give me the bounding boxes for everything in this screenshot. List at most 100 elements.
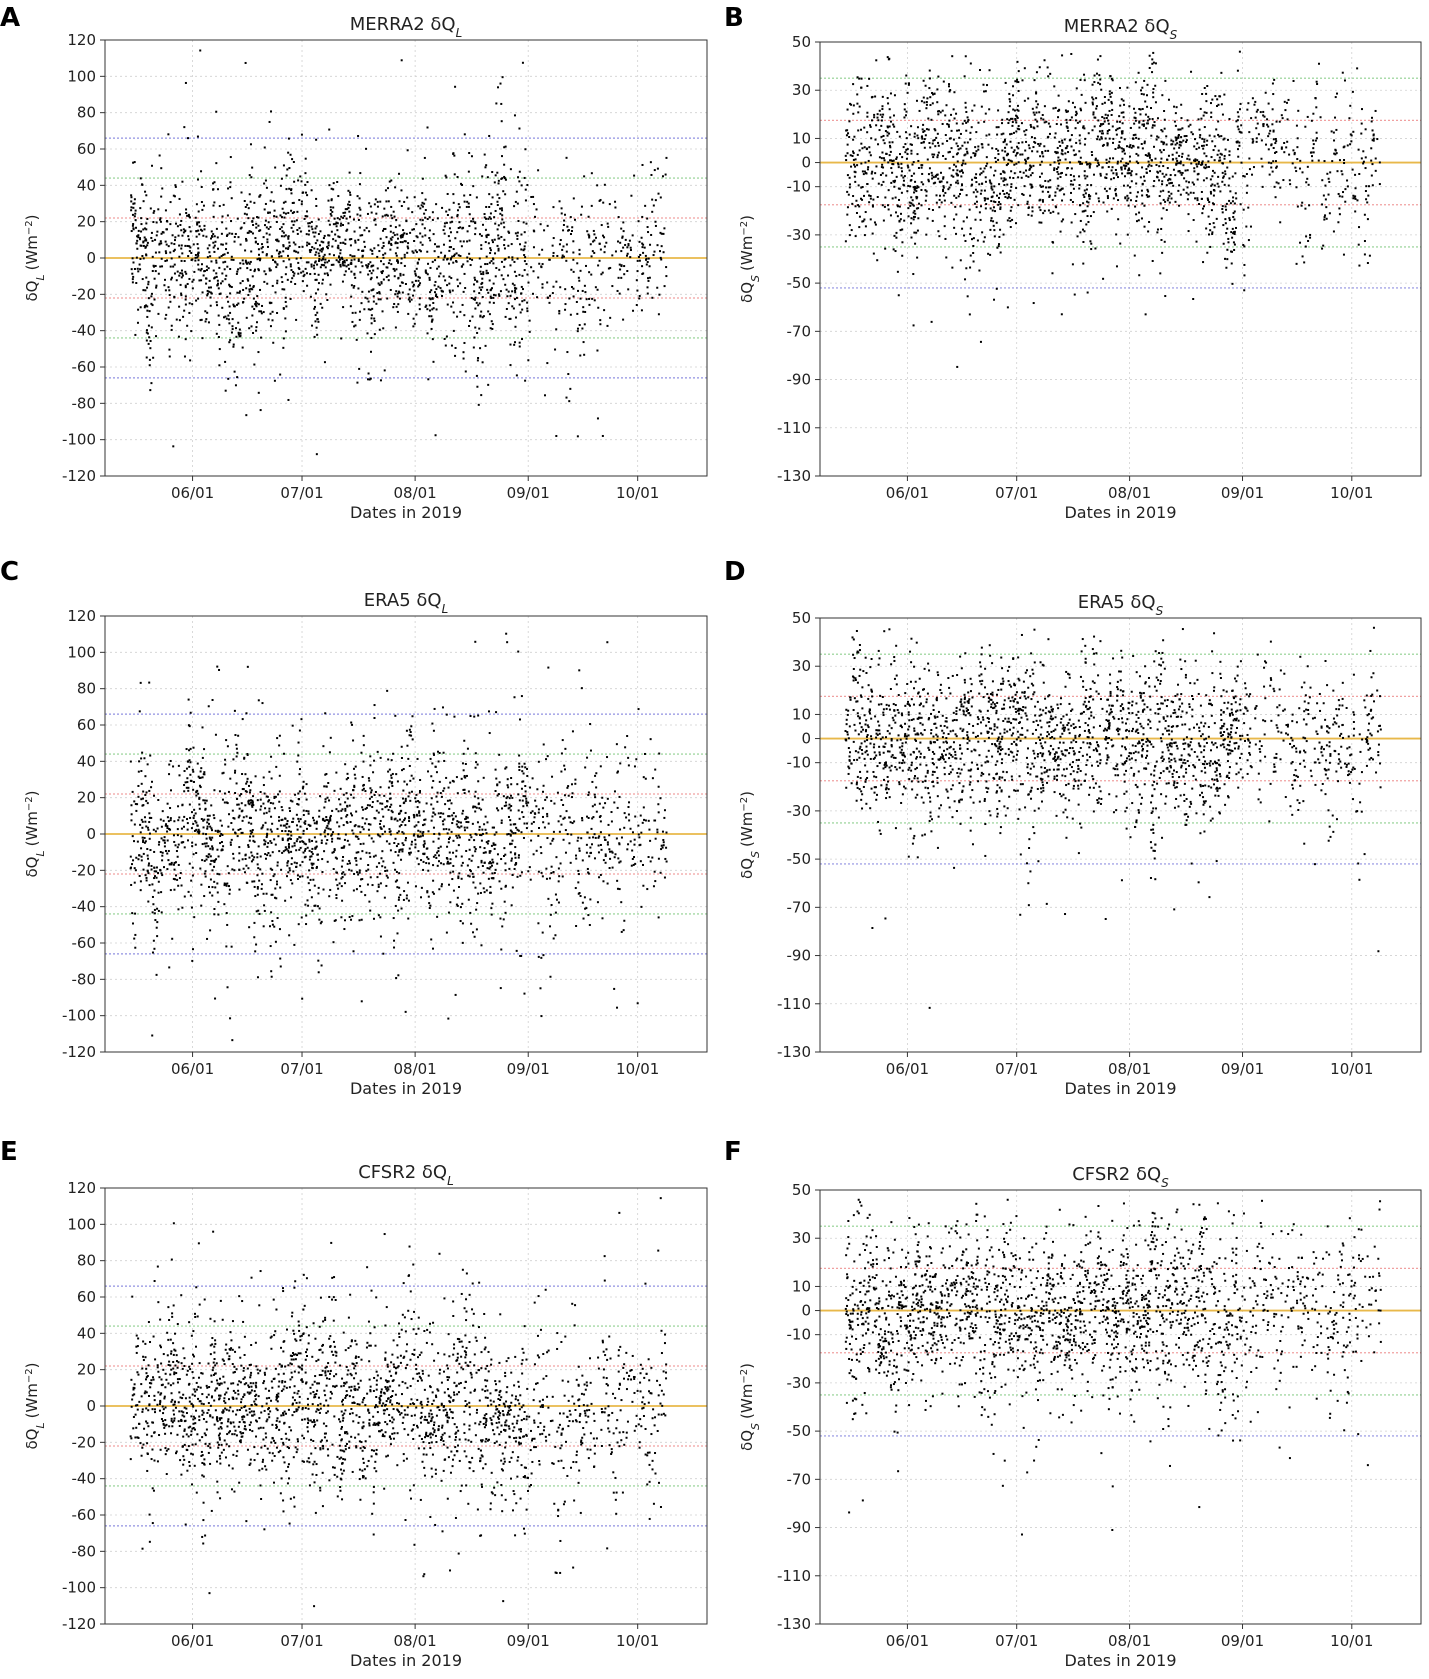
data-point	[994, 160, 997, 163]
data-point	[450, 257, 453, 260]
data-point	[233, 305, 236, 308]
data-point	[214, 829, 217, 832]
data-point	[1221, 180, 1224, 183]
data-point	[920, 141, 923, 144]
data-point	[413, 322, 416, 325]
data-point	[203, 748, 206, 751]
data-point	[990, 182, 993, 185]
data-point	[1142, 93, 1145, 96]
data-point	[972, 251, 975, 254]
data-point	[390, 242, 393, 245]
data-point	[368, 852, 371, 855]
data-point	[532, 203, 535, 206]
data-point	[979, 167, 982, 170]
data-point	[452, 864, 455, 867]
data-point	[342, 216, 345, 219]
chart-title-sub: L	[456, 26, 463, 40]
data-point	[1133, 107, 1136, 110]
data-point	[187, 235, 190, 238]
data-point	[916, 134, 919, 137]
data-point	[209, 304, 212, 307]
data-point	[239, 332, 242, 335]
data-point	[1273, 78, 1276, 81]
data-point	[968, 208, 971, 211]
data-point	[448, 249, 451, 252]
data-point	[495, 102, 498, 105]
data-point	[1059, 230, 1062, 233]
data-point	[1135, 213, 1138, 216]
data-point	[537, 808, 540, 811]
data-point	[664, 173, 667, 176]
data-point	[1169, 174, 1172, 177]
data-point	[209, 825, 212, 828]
data-point	[218, 364, 221, 367]
data-point	[1003, 171, 1006, 174]
data-point	[475, 374, 478, 377]
data-point	[354, 241, 357, 244]
data-point	[883, 159, 886, 162]
data-point	[945, 256, 948, 259]
data-point	[1275, 150, 1278, 153]
data-point	[1039, 163, 1042, 166]
data-point	[936, 173, 939, 176]
data-point	[875, 59, 878, 62]
data-point	[1091, 83, 1094, 86]
data-point	[459, 255, 462, 258]
data-point	[555, 328, 558, 331]
data-point	[435, 308, 438, 311]
data-point	[368, 230, 371, 233]
data-point	[149, 389, 152, 392]
data-point	[376, 255, 379, 258]
data-point	[1115, 172, 1118, 175]
data-point	[1120, 136, 1123, 139]
data-point	[1177, 135, 1180, 138]
data-point	[229, 268, 232, 271]
data-point	[1194, 197, 1197, 200]
data-point	[958, 170, 961, 173]
data-point	[514, 291, 517, 294]
data-point	[1227, 184, 1230, 187]
data-point	[1004, 81, 1007, 84]
data-point	[406, 251, 409, 254]
data-point	[1305, 235, 1308, 238]
data-point	[971, 178, 974, 181]
data-point	[632, 863, 635, 866]
data-point	[475, 761, 478, 764]
data-point	[1367, 194, 1370, 197]
data-point	[336, 217, 339, 220]
data-point	[987, 252, 990, 255]
data-point	[321, 248, 324, 251]
data-point	[367, 868, 370, 871]
data-point	[246, 231, 249, 234]
data-point	[645, 258, 648, 261]
data-point	[1035, 92, 1038, 95]
data-point	[426, 308, 429, 311]
data-point	[1036, 103, 1039, 106]
data-point	[857, 204, 860, 207]
data-point	[1196, 173, 1199, 176]
data-point	[305, 261, 308, 264]
data-point	[593, 251, 596, 254]
data-point	[1330, 130, 1333, 133]
data-point	[414, 274, 417, 277]
data-point	[155, 284, 158, 287]
data-point	[969, 254, 972, 257]
data-point	[260, 336, 263, 339]
data-point	[1268, 173, 1271, 176]
data-point	[302, 290, 305, 293]
data-point	[288, 244, 291, 247]
data-point	[1057, 159, 1060, 162]
data-point	[200, 170, 203, 173]
data-point	[300, 271, 303, 274]
data-point	[267, 318, 270, 321]
data-point	[1143, 140, 1146, 143]
data-point	[1321, 203, 1324, 206]
data-point	[259, 310, 262, 313]
data-point	[488, 301, 491, 304]
data-point	[369, 278, 372, 281]
data-point	[993, 235, 996, 238]
data-point	[1099, 172, 1102, 175]
data-point	[1106, 197, 1109, 200]
data-point	[480, 808, 483, 811]
x-tick-label: 08/01	[394, 484, 437, 502]
